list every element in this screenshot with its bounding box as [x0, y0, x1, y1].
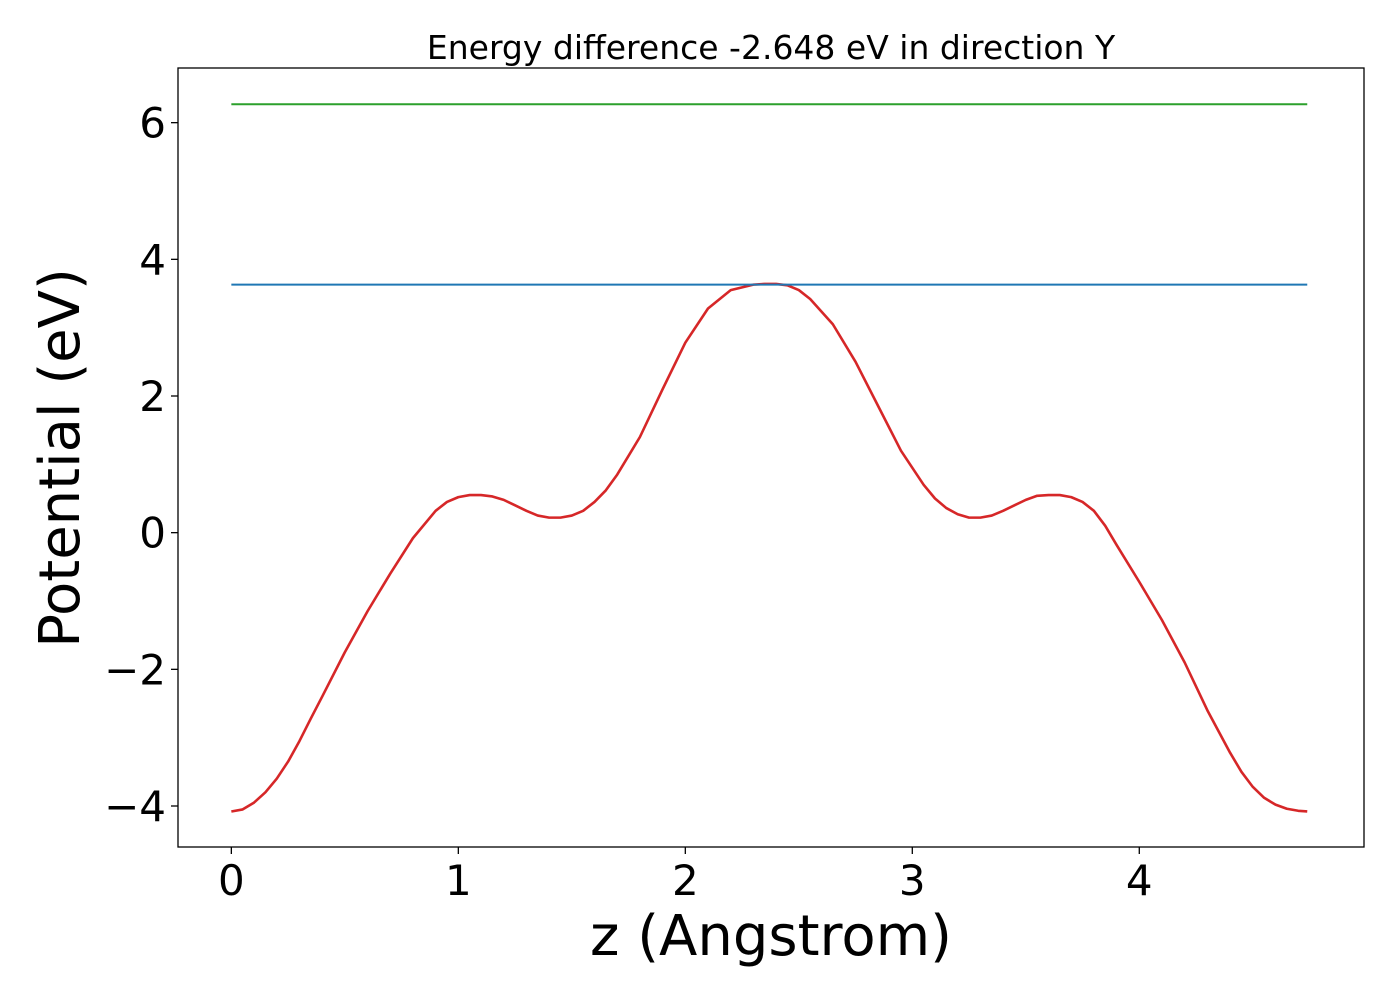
- y-tick-label: 0: [139, 509, 166, 558]
- x-axis-title: z (Angstrom): [590, 904, 952, 969]
- x-tick-label: 3: [899, 856, 926, 905]
- y-axis-title: Potential (eV): [28, 268, 93, 648]
- y-tick-label: 2: [139, 372, 166, 421]
- plot-area: [231, 103, 1308, 813]
- x-tick-label: 2: [672, 856, 699, 905]
- tick-layer: 0 1 2 3 4 −4 −2 0 2 4 6: [104, 99, 1153, 905]
- chart-title: Energy difference -2.648 eV in direction…: [427, 28, 1116, 67]
- x-tick-label: 4: [1126, 856, 1153, 905]
- x-tick-label: 0: [218, 856, 245, 905]
- y-tick-label: −4: [104, 782, 166, 831]
- x-tick-label: 1: [445, 856, 472, 905]
- y-tick-label: 6: [139, 99, 166, 148]
- y-tick-label: 4: [139, 235, 166, 284]
- axes-frame: [177, 67, 1365, 848]
- y-tick-label: −2: [104, 645, 166, 694]
